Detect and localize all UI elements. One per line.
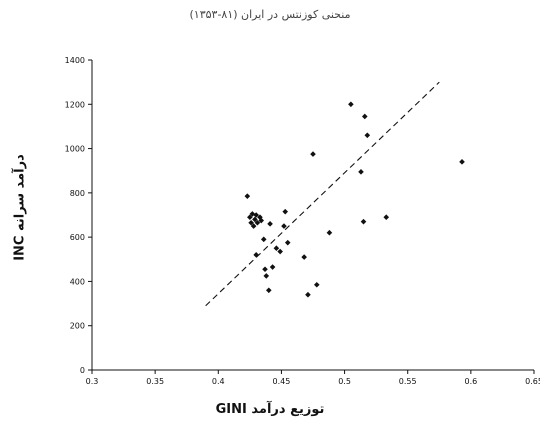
data-point (266, 287, 272, 294)
data-point (284, 239, 291, 246)
data-point (262, 266, 268, 273)
data-point (258, 217, 265, 224)
data-point (273, 245, 280, 252)
x-tick-label: 0.5 (338, 377, 351, 386)
x-axis-label: توزیع درآمد GINI (215, 402, 325, 417)
y-tick-label: 400 (70, 277, 85, 286)
data-point (247, 214, 253, 221)
y-tick-label: 200 (70, 322, 85, 331)
y-tick-label: 1200 (65, 100, 85, 109)
x-tick-label: 0.3 (86, 377, 99, 386)
data-point (360, 218, 367, 225)
data-point (326, 229, 333, 236)
x-tick-label: 0.45 (273, 377, 291, 386)
data-point (269, 264, 276, 270)
data-point (253, 212, 259, 218)
data-point (310, 151, 316, 157)
y-tick-label: 1400 (65, 56, 85, 65)
x-tick-label: 0.4 (212, 377, 225, 386)
x-tick-label: 0.6 (464, 377, 477, 386)
data-point (358, 169, 364, 175)
data-point (301, 254, 307, 260)
data-point (254, 219, 261, 226)
data-point (250, 223, 257, 229)
data-point (260, 236, 267, 243)
data-point (383, 214, 390, 221)
trendline (205, 81, 440, 307)
y-tick-label: 600 (70, 233, 85, 242)
data-point (313, 281, 320, 288)
data-point (361, 113, 368, 120)
data-point (263, 273, 270, 279)
y-tick-label: 800 (70, 189, 85, 198)
x-tick-label: 0.55 (399, 377, 417, 386)
data-point (257, 214, 263, 221)
data-points (244, 101, 465, 298)
x-tick-label: 0.65 (525, 377, 540, 386)
data-point (282, 208, 289, 215)
data-point (277, 248, 283, 255)
data-point (248, 219, 254, 226)
data-point (305, 291, 311, 298)
data-point (459, 159, 465, 165)
tick-labels: 0 200 400 600 800 1000 1200 1400 0.3 0.35 0.4 0.45 0… (65, 56, 540, 386)
data-point (267, 221, 273, 227)
y-tick-label: 0 (80, 366, 85, 375)
data-point (244, 193, 251, 199)
x-tick-label: 0.35 (146, 377, 164, 386)
data-point (364, 132, 371, 139)
y-tick-label: 1000 (65, 145, 85, 154)
axes (88, 59, 535, 374)
data-point (253, 252, 259, 258)
data-point (252, 216, 258, 223)
data-point (281, 223, 287, 229)
y-axis-label: درآمد سرانه INC (12, 154, 28, 261)
chart-title: منحنی کوزنتس در ایران (۸۱-۱۳۵۳) (189, 8, 351, 21)
data-point (348, 101, 354, 108)
